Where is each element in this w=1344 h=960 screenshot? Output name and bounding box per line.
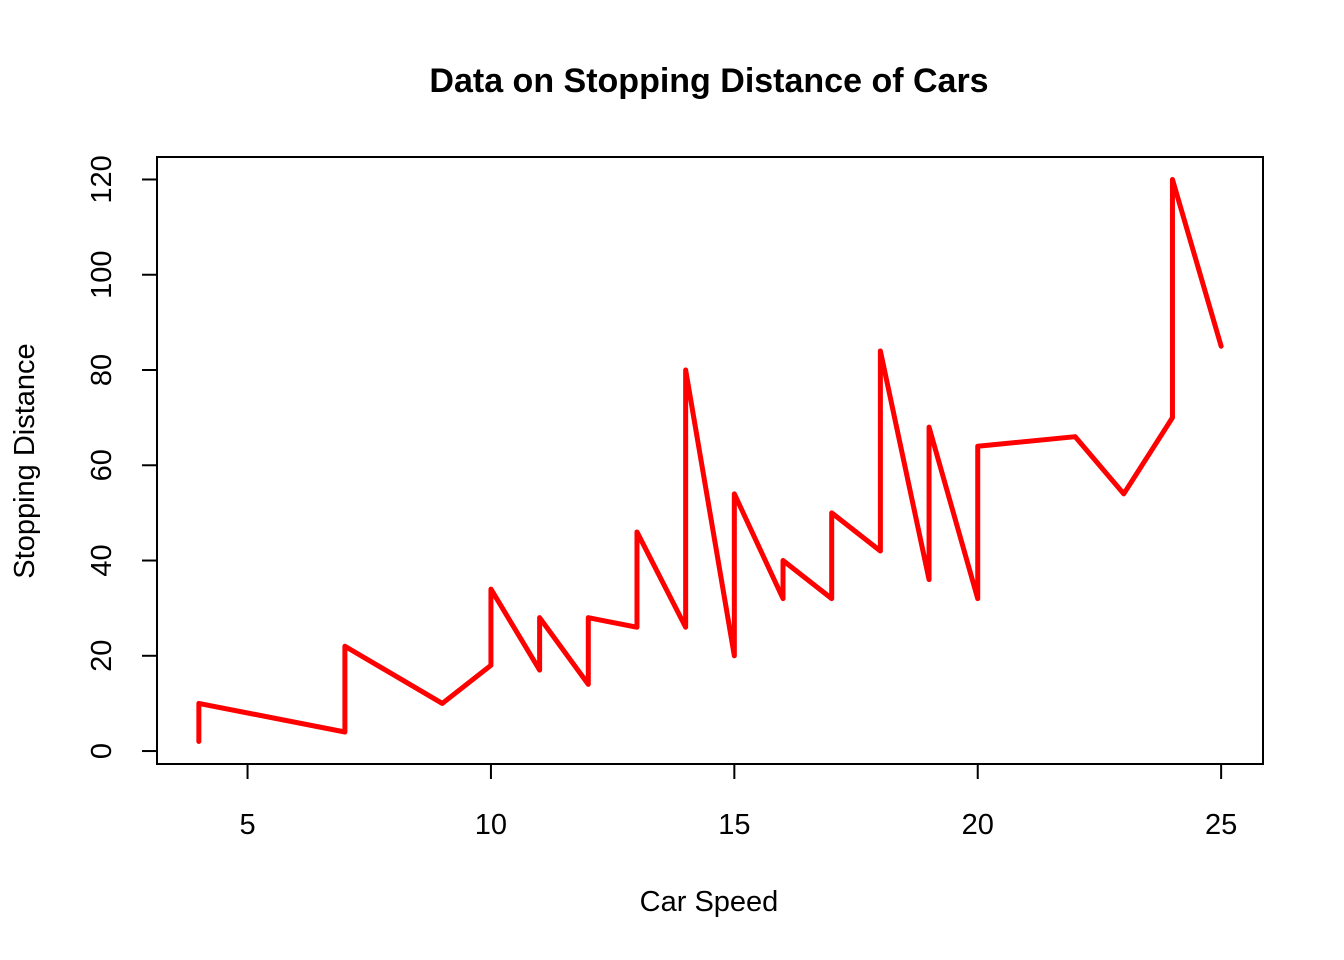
y-axis: 0 20 40 60 80 100 120 (86, 155, 157, 759)
y-tick-label: 20 (86, 640, 118, 672)
plot-frame (156, 156, 1264, 765)
series-line (196, 176, 1224, 745)
y-tick-label: 60 (86, 449, 118, 481)
x-axis: 5 10 15 20 25 (239, 764, 1237, 841)
x-tick-label: 5 (239, 809, 255, 841)
y-axis-label: Stopping Distance (9, 343, 41, 578)
x-tick-label: 25 (1205, 809, 1237, 841)
x-tick-label: 10 (475, 809, 507, 841)
y-tick-label: 40 (86, 544, 118, 576)
x-tick-label: 20 (962, 809, 994, 841)
y-tick-label: 0 (86, 743, 118, 759)
y-tick-label: 120 (86, 155, 118, 203)
x-axis-label: Car Speed (640, 886, 779, 918)
y-tick-label: 100 (86, 251, 118, 299)
x-tick-label: 15 (718, 809, 750, 841)
y-tick-label: 80 (86, 354, 118, 386)
chart-title: Data on Stopping Distance of Cars (429, 62, 988, 100)
